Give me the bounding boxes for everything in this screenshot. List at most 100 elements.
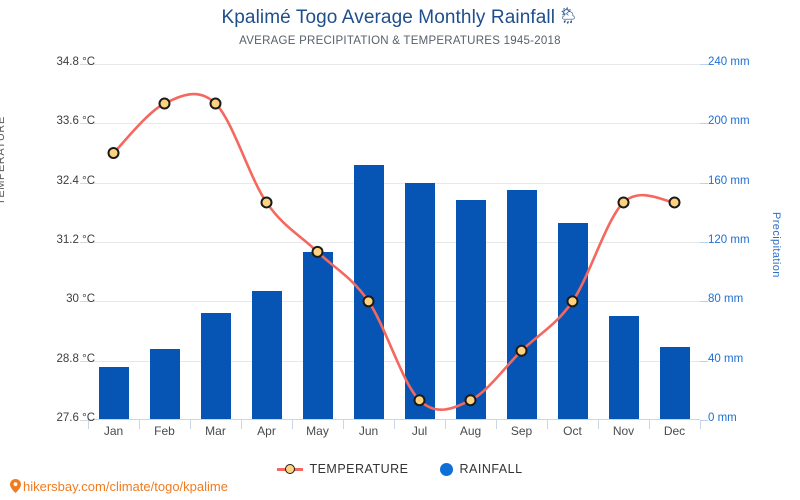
- x-axis-label: Feb: [154, 424, 175, 438]
- temperature-point[interactable]: Jul: 28 °C: [413, 394, 426, 407]
- left-axis-title: TEMPERATURE: [0, 116, 7, 205]
- right-tick-mark: [700, 301, 708, 303]
- rainfall-bar[interactable]: [98, 366, 129, 420]
- left-tick-mark: [80, 64, 88, 65]
- x-axis-label: Jun: [358, 424, 379, 438]
- temperature-point[interactable]: Feb: 34 °C: [158, 97, 171, 110]
- left-axis-tick-label: 34.8 °C: [56, 56, 95, 68]
- x-tick-mark: [343, 420, 344, 429]
- page-title-text: Kpalimé Togo Average Monthly Rainfall: [221, 7, 556, 28]
- source-link-text: hikersbay.com/climate/togo/kpalime: [23, 479, 228, 494]
- x-axis-label: Sep: [510, 424, 533, 438]
- temperature-point[interactable]: Sep: 29 °C: [515, 344, 528, 357]
- temperature-marker-icon: [277, 463, 304, 475]
- x-tick-mark: [292, 420, 293, 429]
- rainfall-bar[interactable]: [455, 200, 486, 420]
- x-tick-mark: [547, 420, 548, 429]
- gridline: [88, 360, 700, 362]
- x-tick-mark: [241, 420, 242, 429]
- x-axis-label: Aug: [459, 424, 482, 438]
- legend-label-rainfall: RAINFALL: [459, 462, 523, 476]
- x-axis-label: Oct: [563, 424, 582, 438]
- temperature-point[interactable]: Aug: 28 °C: [464, 394, 477, 407]
- temperature-point[interactable]: Oct: 30 °C: [566, 295, 579, 308]
- temperature-point[interactable]: Jun: 30 °C: [362, 295, 375, 308]
- left-tick-mark: [80, 123, 88, 125]
- gridline: [88, 301, 700, 303]
- x-axis-label: Nov: [612, 424, 635, 438]
- rainfall-bar[interactable]: [506, 190, 537, 420]
- rainfall-bar[interactable]: [557, 222, 588, 420]
- temperature-point[interactable]: May: 31 °C: [311, 245, 324, 258]
- x-axis-label: May: [306, 424, 329, 438]
- x-tick-mark: [190, 420, 191, 429]
- gridline: [88, 64, 700, 65]
- right-axis-tick-label: 120 mm: [708, 234, 750, 246]
- x-tick-mark: [445, 420, 446, 429]
- temperature-point[interactable]: Nov: 32 °C: [617, 196, 630, 209]
- left-tick-mark: [80, 242, 88, 243]
- left-axis-tick-label: 31.2 °C: [56, 234, 95, 246]
- legend-label-temperature: TEMPERATURE: [309, 462, 409, 476]
- gridline: [88, 182, 700, 184]
- rainfall-bar[interactable]: [149, 348, 180, 420]
- x-tick-mark: [139, 420, 140, 429]
- left-tick-mark: [80, 360, 88, 362]
- location-pin-icon: [10, 479, 21, 496]
- right-axis-tick-label: 80 mm: [708, 293, 744, 306]
- right-axis-tick-label: 200 mm: [708, 115, 750, 128]
- right-tick-mark: [700, 182, 708, 184]
- left-tick-mark: [80, 301, 88, 303]
- right-tick-mark: [700, 123, 708, 125]
- temperature-point[interactable]: Jan: 33 °C: [107, 147, 120, 159]
- right-tick-mark: [700, 64, 708, 65]
- temperature-point[interactable]: Apr: 32 °C: [260, 196, 273, 209]
- left-axis-tick-label: 30 °C: [66, 293, 95, 306]
- x-tick-mark: [598, 420, 599, 429]
- temperature-line: Jan: 33 °C Feb: 34 °C Mar: 34 °C Apr: 32 °C…: [107, 92, 681, 411]
- x-tick-mark: [649, 420, 650, 429]
- plot-area: Jan: 33 °C Feb: 34 °C Mar: 34 °C Apr: 32 °C…: [88, 64, 701, 429]
- x-tick-mark: [700, 420, 701, 429]
- chart-subtitle: AVERAGE PRECIPITATION & TEMPERATURES 194…: [239, 35, 561, 47]
- rainfall-bar[interactable]: [659, 347, 690, 420]
- rainfall-bar[interactable]: [200, 313, 231, 420]
- left-tick-mark: [80, 420, 88, 421]
- right-axis-title: Precipitation: [770, 212, 782, 278]
- gridline: [88, 123, 700, 125]
- x-tick-mark: [496, 420, 497, 429]
- legend-item-temperature[interactable]: TEMPERATURE: [277, 462, 408, 476]
- rainfall-bar[interactable]: [353, 164, 384, 420]
- page-title: Kpalimé Togo Average Monthly Rainfall 🌦: [0, 6, 800, 29]
- source-link[interactable]: hikersbay.com/climate/togo/kpalime: [10, 479, 228, 496]
- x-axis-label: Dec: [663, 424, 686, 438]
- right-axis-tick-label: 240 mm: [708, 56, 750, 68]
- right-axis-tick-label: 40 mm: [708, 352, 744, 365]
- rain-cloud-icon: 🌦: [558, 8, 579, 25]
- left-tick-mark: [80, 182, 88, 184]
- x-axis-label: Mar: [205, 424, 226, 438]
- rainfall-marker-icon: [440, 462, 454, 476]
- right-tick-mark: [700, 420, 708, 421]
- rainfall-bar[interactable]: [302, 252, 333, 420]
- temperature-line-path: [112, 92, 676, 411]
- right-tick-mark: [700, 360, 708, 362]
- right-axis-tick-label: 160 mm: [708, 174, 750, 187]
- gridline: [88, 242, 700, 243]
- left-axis-tick-label: 27.6 °C: [56, 412, 95, 424]
- right-tick-mark: [700, 242, 708, 243]
- x-axis-label: Jul: [411, 424, 428, 438]
- rainfall-bar[interactable]: [404, 182, 435, 420]
- x-tick-mark: [394, 420, 395, 429]
- x-axis-label: Jan: [103, 424, 124, 438]
- left-axis-tick-label: 33.6 °C: [56, 115, 95, 128]
- temperature-point[interactable]: Mar: 34 °C: [209, 97, 222, 110]
- x-axis-label: Apr: [257, 424, 276, 438]
- rainfall-bar[interactable]: [608, 316, 639, 420]
- left-axis-tick-label: 28.8 °C: [56, 352, 95, 365]
- temperature-point[interactable]: Dec: 32 °C: [668, 196, 681, 209]
- x-tick-mark: [88, 420, 89, 429]
- rainfall-bar[interactable]: [251, 290, 282, 420]
- legend-item-rainfall[interactable]: RAINFALL: [440, 462, 522, 476]
